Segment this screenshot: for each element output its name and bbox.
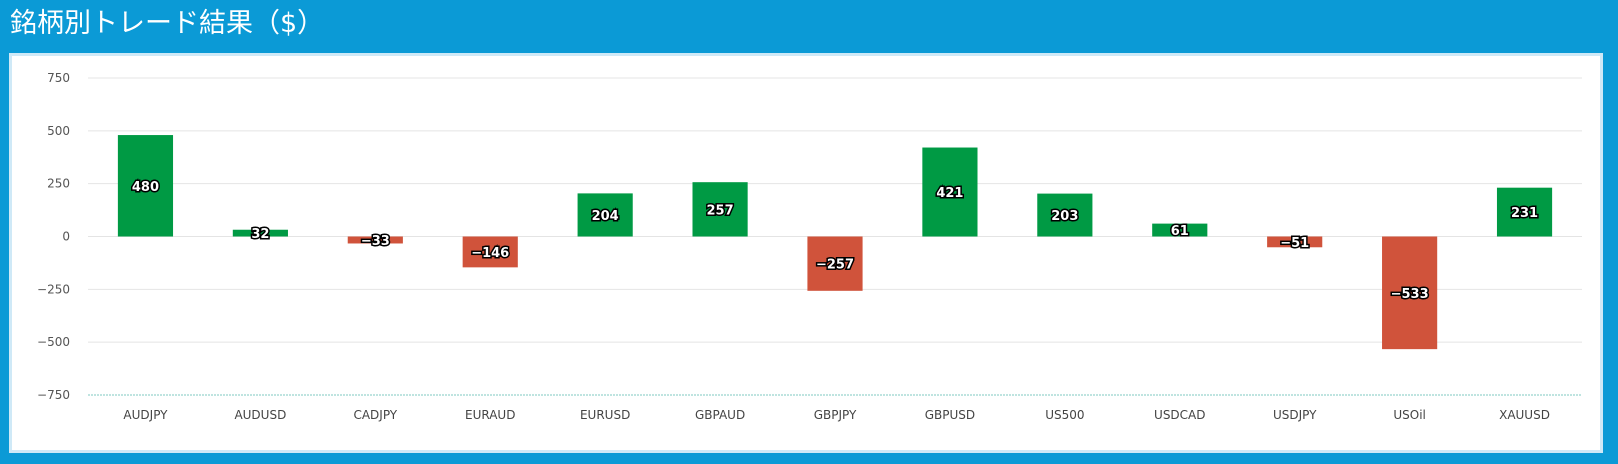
data-label: −146 bbox=[471, 246, 509, 261]
data-label: 203 bbox=[1051, 209, 1078, 224]
y-tick-label: −500 bbox=[37, 335, 70, 349]
x-tick-label: GBPUSD bbox=[925, 408, 975, 422]
bar bbox=[922, 147, 978, 237]
bar bbox=[1267, 236, 1323, 248]
x-tick-label: USDCAD bbox=[1154, 408, 1205, 422]
y-tick-label: −250 bbox=[37, 282, 70, 296]
data-label: 257 bbox=[707, 203, 734, 218]
bar bbox=[692, 182, 748, 237]
x-tick-label: AUDJPY bbox=[123, 408, 168, 422]
y-tick-label: 250 bbox=[47, 177, 70, 191]
x-tick-label: GBPAUD bbox=[695, 408, 745, 422]
x-tick-label: GBPJPY bbox=[814, 408, 857, 422]
bar bbox=[1037, 193, 1093, 237]
x-tick-label: XAUUSD bbox=[1499, 408, 1550, 422]
data-label: 231 bbox=[1511, 206, 1538, 221]
x-tick-label: AUDUSD bbox=[234, 408, 286, 422]
data-label: −257 bbox=[816, 258, 854, 273]
y-tick-label: 500 bbox=[47, 124, 70, 138]
chart-title: 銘柄別トレード結果（$） bbox=[10, 8, 325, 39]
bar bbox=[1382, 236, 1438, 350]
y-tick-label: 750 bbox=[47, 71, 70, 85]
data-label: 32 bbox=[251, 227, 269, 242]
x-tick-label: USOil bbox=[1393, 408, 1426, 422]
bar bbox=[1496, 187, 1553, 237]
data-label: 61 bbox=[1171, 224, 1189, 239]
data-label: −33 bbox=[361, 234, 390, 249]
data-label: −51 bbox=[1280, 236, 1309, 251]
bar bbox=[807, 236, 863, 291]
y-tick-label: 0 bbox=[62, 230, 70, 244]
y-tick-label: −750 bbox=[37, 388, 70, 402]
x-tick-label: US500 bbox=[1045, 408, 1084, 422]
bar bbox=[347, 236, 403, 244]
bar bbox=[117, 135, 174, 237]
bar bbox=[1152, 223, 1208, 237]
chart-panel bbox=[9, 53, 1603, 453]
bar bbox=[577, 193, 633, 237]
data-label: 421 bbox=[936, 186, 963, 201]
bar bbox=[462, 236, 518, 268]
bar bbox=[232, 229, 288, 237]
x-tick-label: USDJPY bbox=[1273, 408, 1317, 422]
data-label: 204 bbox=[592, 209, 619, 224]
data-label: 480 bbox=[132, 180, 159, 195]
x-tick-label: EURUSD bbox=[580, 408, 630, 422]
x-tick-label: CADJPY bbox=[353, 408, 397, 422]
x-tick-label: EURAUD bbox=[465, 408, 515, 422]
data-label: −533 bbox=[1391, 287, 1429, 302]
